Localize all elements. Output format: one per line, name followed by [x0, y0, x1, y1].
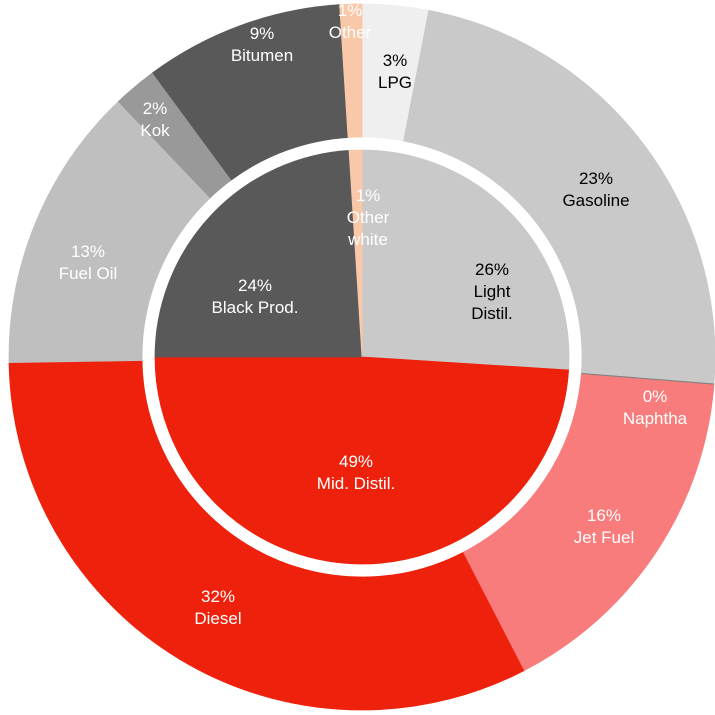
data-label: 26% Light Distil.: [457, 259, 527, 325]
value-label: 3%: [382, 51, 408, 70]
wedge: [361, 149, 570, 371]
category-label: Other white: [346, 208, 390, 249]
wedge: [154, 149, 363, 358]
category-label: Gasoline: [562, 191, 630, 210]
category-label: Black Prod.: [211, 298, 299, 317]
value-label: 23%: [578, 169, 614, 188]
data-label: 32% Diesel: [194, 586, 241, 630]
value-label: 0%: [642, 387, 668, 406]
data-label: 49% Mid. Distil.: [317, 451, 395, 495]
wedge: [154, 356, 570, 565]
category-label: Naphtha: [622, 409, 688, 428]
category-label: Fuel Oil: [58, 264, 118, 283]
value-label: 9%: [249, 24, 275, 43]
category-label: Mid. Distil.: [316, 474, 396, 493]
wedge: [339, 3, 363, 138]
value-label: 13%: [70, 242, 106, 261]
value-label: 16%: [586, 506, 622, 525]
data-label: 24% Black Prod.: [212, 275, 299, 319]
category-label: Diesel: [194, 609, 242, 628]
category-label: LPG: [377, 73, 413, 92]
wedge: [8, 360, 525, 711]
data-label: 1% Other: [329, 0, 372, 44]
data-label: 1% Other white: [333, 185, 403, 251]
category-label: Jet Fuel: [573, 528, 635, 547]
value-label: 1%: [337, 1, 363, 20]
category-label: Kok: [140, 121, 170, 140]
category-label: Light Distil.: [471, 282, 513, 323]
value-label: 2%: [142, 99, 168, 118]
value-label: 49%: [338, 452, 374, 471]
data-label: 23% Gasoline: [562, 168, 629, 212]
data-label: 3% LPG: [378, 50, 412, 94]
data-label: 9% Bitumen: [231, 23, 293, 67]
data-label: 13% Fuel Oil: [59, 241, 118, 285]
value-label: 1%: [355, 186, 381, 205]
value-label: 26%: [474, 260, 510, 279]
data-label: 0% Naphtha: [623, 386, 687, 430]
category-label: Bitumen: [230, 46, 294, 65]
wedge: [348, 149, 363, 358]
category-label: Other: [328, 23, 372, 42]
data-label: 2% Kok: [140, 98, 169, 142]
value-label: 32%: [200, 587, 236, 606]
value-label: 24%: [237, 276, 273, 295]
data-label: 16% Jet Fuel: [574, 505, 634, 549]
